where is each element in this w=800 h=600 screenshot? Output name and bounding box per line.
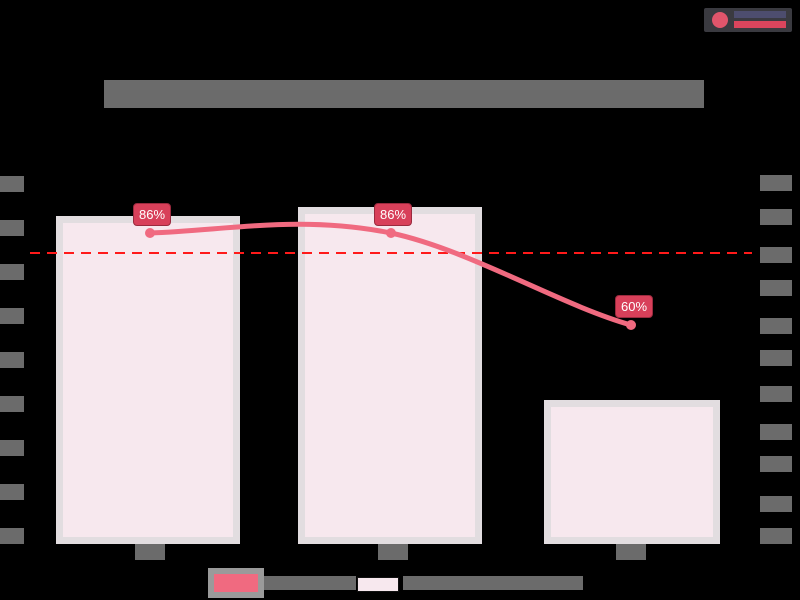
bar-2[interactable] [544, 400, 720, 544]
legend-line-swatch[interactable] [208, 568, 264, 598]
x-label-2 [616, 544, 646, 560]
legend-line-label[interactable] [264, 576, 356, 590]
bar-1[interactable] [298, 207, 482, 544]
globe-icon [712, 12, 728, 28]
legend-bar-swatch[interactable] [357, 577, 399, 592]
chart-title [104, 80, 704, 108]
legend-bar-label[interactable] [403, 576, 583, 590]
data-label-1: 86% [374, 203, 413, 226]
data-label-0: 86% [133, 203, 172, 226]
x-label-0 [135, 544, 165, 560]
brand-logo [704, 8, 792, 32]
x-label-1 [378, 544, 408, 560]
data-label-2: 60% [615, 295, 654, 318]
